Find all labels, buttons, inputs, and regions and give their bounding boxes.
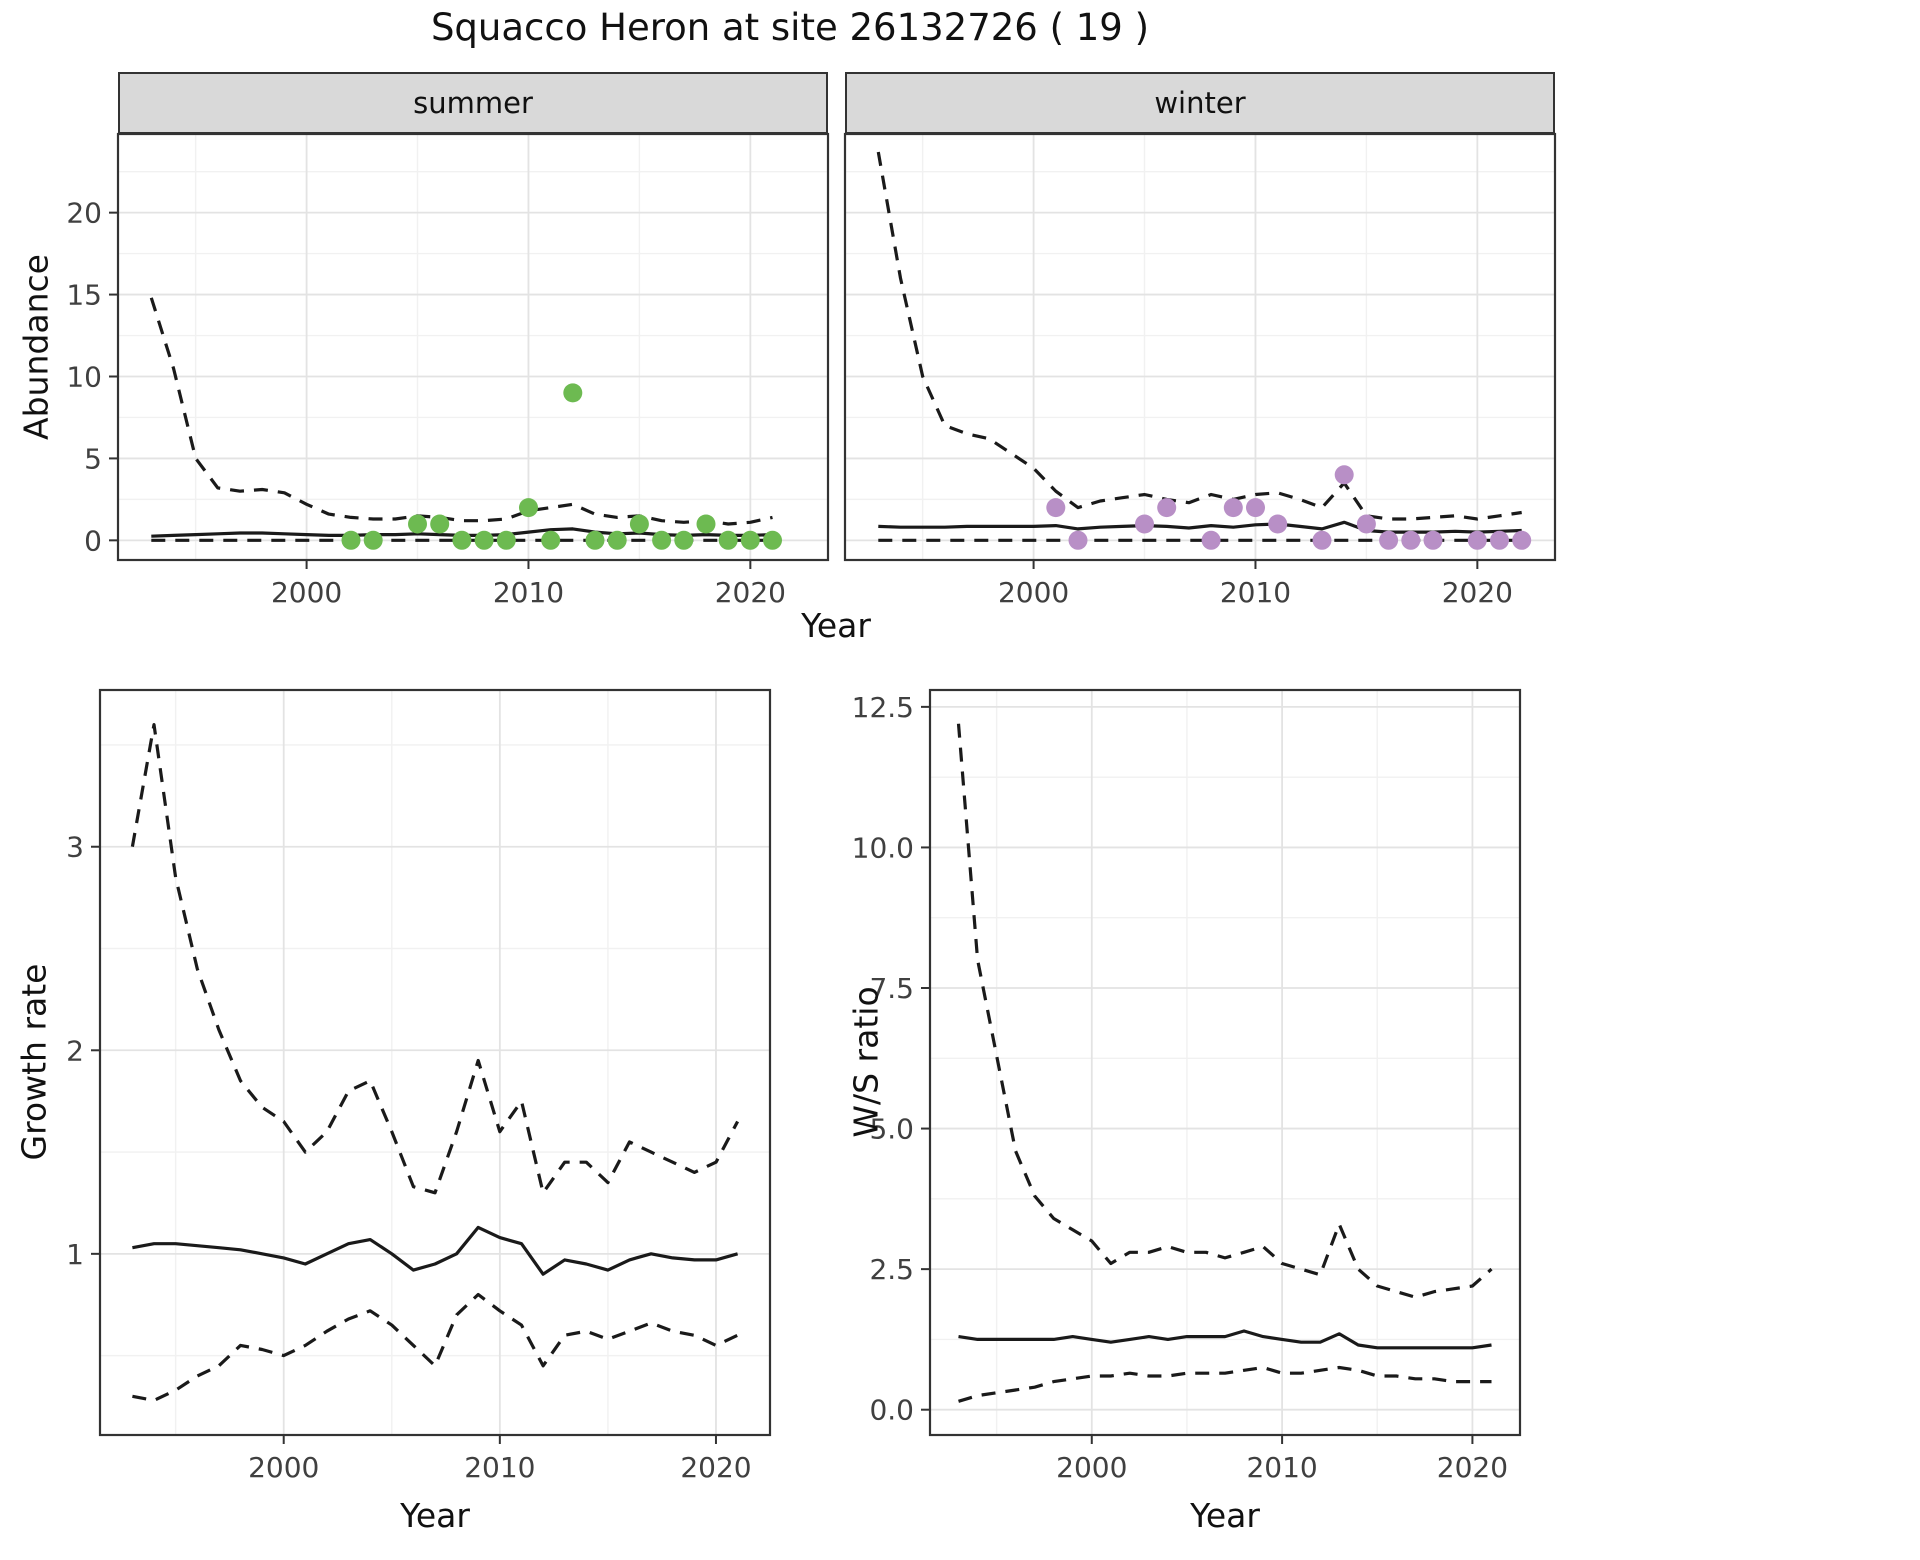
y-tick-label: 5 (84, 442, 102, 475)
x-tick-label: 2000 (271, 576, 342, 609)
observation-point (341, 530, 361, 550)
observation-point (629, 514, 649, 534)
observation-point (430, 514, 450, 534)
panel-growth: 2000 2010 2020 1 2 3 (66, 688, 772, 1484)
y-tick-label: 1 (66, 1238, 84, 1271)
y-tick-label: 15 (66, 279, 102, 312)
facet-strip-summer-label: summer (413, 86, 533, 120)
y-tick-label: 10.0 (852, 831, 914, 864)
upper-ci-line (956, 723, 1493, 1299)
observation-point (1268, 514, 1288, 534)
upper-ci-line (130, 722, 740, 1195)
observation-point (1068, 530, 1088, 550)
mean-line (958, 1329, 1492, 1350)
observation-point (496, 530, 516, 550)
panel-winter: 2000 2010 2020 (843, 132, 1557, 609)
y-tick-label: 7.5 (869, 972, 914, 1005)
x-axis-title-growth-rate: Year (400, 1496, 470, 1535)
observation-point (718, 530, 738, 550)
observation-point (519, 498, 538, 518)
observation-point (541, 530, 561, 550)
mean-line (132, 1225, 739, 1276)
observation-point (1379, 530, 1399, 550)
facet-strip-winter-label: winter (1154, 86, 1246, 120)
observation-point (474, 530, 494, 550)
observation-point (674, 530, 694, 550)
y-tick-label: 12.5 (852, 691, 914, 724)
x-tick-label: 2020 (715, 576, 786, 609)
upper-ci-line (149, 297, 773, 526)
panel-border (928, 688, 1522, 1437)
y-tick-label: 10 (66, 360, 102, 393)
observation-point (1490, 530, 1509, 550)
x-axis-title-ws-ratio: Year (1190, 1496, 1260, 1535)
observation-point (363, 530, 383, 550)
observation-point (1467, 530, 1487, 550)
observation-point (1046, 498, 1066, 518)
facet-strip-winter: winter (845, 72, 1555, 134)
observation-point (408, 514, 427, 534)
y-tick-label: 0.0 (869, 1394, 914, 1427)
observation-point (1334, 465, 1354, 485)
x-tick-label: 2020 (680, 1451, 751, 1484)
facet-strip-summer: summer (118, 72, 828, 134)
chart-title: Squacco Heron at site 26132726 ( 19 ) (430, 6, 1150, 49)
y-axis-title-growth-rate: Growth rate (14, 963, 54, 1161)
y-tick-label: 5.0 (869, 1113, 914, 1146)
y-tick-label: 0 (84, 524, 102, 557)
observation-point (1423, 530, 1443, 550)
x-tick-label: 2010 (1220, 576, 1291, 609)
observation-point (652, 530, 672, 550)
y-axis-title-ws-ratio: W/S ratio (846, 986, 886, 1138)
upper-ci-line (876, 151, 1522, 521)
observation-point (1135, 514, 1154, 534)
y-tick-label: 20 (66, 197, 102, 230)
x-tick-label: 2000 (248, 1451, 319, 1484)
observation-point (696, 514, 716, 534)
y-axis-title-abundance: Abundance (16, 254, 56, 440)
observation-point (740, 530, 760, 550)
observation-point (1223, 498, 1243, 518)
panel-border (98, 688, 772, 1437)
observation-point (1201, 530, 1221, 550)
panel-summer: 2000 2010 2020 0 5 10 15 20 (66, 132, 830, 609)
observation-point (1312, 530, 1332, 550)
observation-point (763, 530, 782, 550)
panel-border (843, 132, 1557, 562)
x-tick-label: 2010 (1246, 1451, 1317, 1484)
y-tick-label: 2.5 (869, 1253, 914, 1286)
observation-point (452, 530, 472, 550)
x-tick-label: 2010 (464, 1451, 535, 1484)
lower-ci-line (958, 1365, 1492, 1403)
observation-point (563, 383, 583, 403)
lower-ci-line (132, 1292, 739, 1403)
x-tick-label: 2010 (493, 576, 564, 609)
y-tick-label: 3 (66, 831, 84, 864)
observation-point (607, 530, 627, 550)
observation-point (1356, 514, 1376, 534)
y-tick-label: 2 (66, 1034, 84, 1067)
observation-point (585, 530, 605, 550)
observation-point (1246, 498, 1265, 518)
x-tick-label: 2020 (1442, 576, 1513, 609)
x-tick-label: 2000 (998, 576, 1069, 609)
observation-point (1401, 530, 1421, 550)
x-tick-label: 2000 (1056, 1451, 1127, 1484)
observation-point (1512, 530, 1532, 550)
panel-border (116, 132, 830, 562)
x-tick-label: 2020 (1437, 1451, 1508, 1484)
x-axis-title-abundance: Year (801, 606, 871, 645)
panel-ws: 2000 2010 2020 0.0 2.5 5.0 7.5 10.0 12.5 (852, 688, 1522, 1484)
observation-point (1157, 498, 1177, 518)
